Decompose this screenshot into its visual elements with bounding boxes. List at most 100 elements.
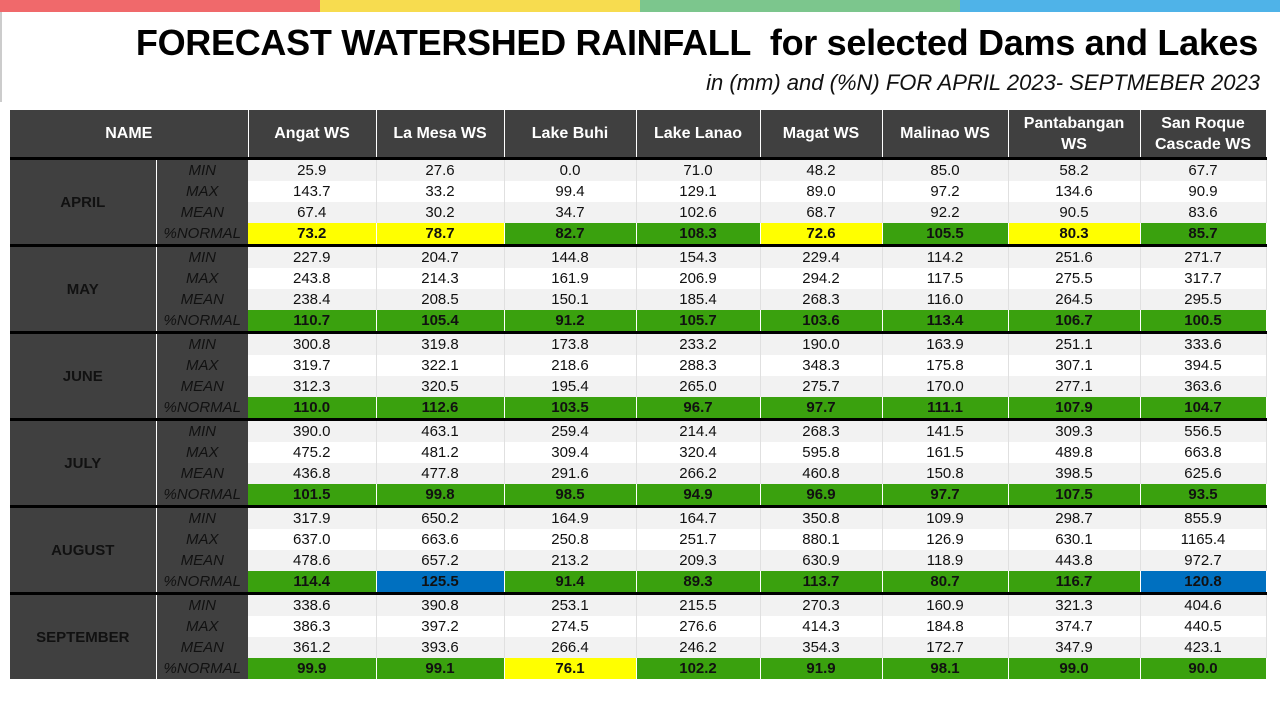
normal-cell: 102.2 [636, 658, 761, 679]
table-row: JULY MIN 390.0 463.1 259.4 214.4 268.3 141.5 309… [10, 419, 1267, 508]
row-label: MIN [156, 158, 249, 181]
value-cell: 90.5 [1008, 202, 1141, 223]
row-label: %NORMAL [156, 397, 249, 421]
value-cell: 319.7 [248, 355, 377, 376]
row-label: MEAN [156, 550, 249, 571]
value-cell: 312.3 [248, 376, 377, 397]
value-cell: 250.8 [504, 529, 637, 550]
value-cell: 92.2 [882, 202, 1009, 223]
row-label: MEAN [156, 463, 249, 484]
normal-cell: 104.7 [1140, 397, 1267, 421]
value-cell: 650.2 [376, 506, 505, 529]
normal-cell: 78.7 [376, 223, 505, 247]
value-cell: 161.9 [504, 268, 637, 289]
normal-cell: 80.7 [882, 571, 1009, 595]
row-label: %NORMAL [156, 658, 249, 679]
value-cell: 460.8 [760, 463, 883, 484]
value-cell: 322.1 [376, 355, 505, 376]
normal-cell: 89.3 [636, 571, 761, 595]
value-cell: 164.7 [636, 506, 761, 529]
value-cell: 436.8 [248, 463, 377, 484]
value-cell: 333.6 [1140, 332, 1267, 355]
value-cell: 348.3 [760, 355, 883, 376]
row-label: MEAN [156, 637, 249, 658]
row-label: %NORMAL [156, 310, 249, 334]
value-cell: 218.6 [504, 355, 637, 376]
value-cell: 227.9 [248, 245, 377, 268]
value-cell: 175.8 [882, 355, 1009, 376]
forecast-table: NAME Angat WS La Mesa WS Lake Buhi Lake … [10, 110, 1267, 679]
value-cell: 275.5 [1008, 268, 1141, 289]
table-row: MEAN 436.8 477.8 291.6 266.2 460.8 150.8 398.5 6… [10, 463, 1267, 484]
normal-cell: 99.0 [1008, 658, 1141, 679]
normal-cell: 73.2 [248, 223, 377, 247]
value-cell: 118.9 [882, 550, 1009, 571]
value-cell: 184.8 [882, 616, 1009, 637]
month-label: AUGUST [10, 506, 157, 595]
normal-cell: 96.7 [636, 397, 761, 421]
normal-cell: 97.7 [882, 484, 1009, 508]
value-cell: 144.8 [504, 245, 637, 268]
value-cell: 25.9 [248, 158, 377, 181]
row-label: MIN [156, 332, 249, 355]
normal-cell: 96.9 [760, 484, 883, 508]
value-cell: 625.6 [1140, 463, 1267, 484]
normal-cell: 103.6 [760, 310, 883, 334]
top-color-bar [0, 0, 1280, 12]
table-row: MAX 637.0 663.6 250.8 251.7 880.1 126.9 630.1 11… [10, 529, 1267, 550]
row-label: MAX [156, 181, 249, 202]
value-cell: 475.2 [248, 442, 377, 463]
table-row: MAX 319.7 322.1 218.6 288.3 348.3 175.8 307.1 39… [10, 355, 1267, 376]
normal-cell: 113.7 [760, 571, 883, 595]
table-body: APRIL MIN 25.9 27.6 0.0 71.0 48.2 85.0 58.2 67.7 M… [10, 158, 1267, 679]
value-cell: 214.3 [376, 268, 505, 289]
value-cell: 855.9 [1140, 506, 1267, 529]
column-header: La Mesa WS [376, 110, 505, 160]
row-label: %NORMAL [156, 223, 249, 247]
value-cell: 238.4 [248, 289, 377, 310]
value-cell: 195.4 [504, 376, 637, 397]
normal-cell: 113.4 [882, 310, 1009, 334]
normal-cell: 91.9 [760, 658, 883, 679]
value-cell: 309.3 [1008, 419, 1141, 442]
value-cell: 126.9 [882, 529, 1009, 550]
normal-cell: 80.3 [1008, 223, 1141, 247]
normal-cell: 76.1 [504, 658, 637, 679]
normal-cell: 99.8 [376, 484, 505, 508]
normal-cell: 110.0 [248, 397, 377, 421]
value-cell: 67.4 [248, 202, 377, 223]
value-cell: 275.7 [760, 376, 883, 397]
value-cell: 663.6 [376, 529, 505, 550]
value-cell: 129.1 [636, 181, 761, 202]
value-cell: 48.2 [760, 158, 883, 181]
value-cell: 161.5 [882, 442, 1009, 463]
value-cell: 190.0 [760, 332, 883, 355]
value-cell: 463.1 [376, 419, 505, 442]
table-header-row: NAME Angat WS La Mesa WS Lake Buhi Lake … [10, 110, 1267, 160]
row-label: MEAN [156, 289, 249, 310]
normal-cell: 105.7 [636, 310, 761, 334]
normal-cell: 101.5 [248, 484, 377, 508]
value-cell: 298.7 [1008, 506, 1141, 529]
top-bar-segment-red [0, 0, 320, 12]
value-cell: 160.9 [882, 593, 1009, 616]
value-cell: 270.3 [760, 593, 883, 616]
row-label: MIN [156, 506, 249, 529]
value-cell: 206.9 [636, 268, 761, 289]
normal-cell: 93.5 [1140, 484, 1267, 508]
column-header: San Roque Cascade WS [1140, 110, 1267, 160]
row-label: MEAN [156, 376, 249, 397]
left-divider [0, 12, 2, 102]
normal-cell: 103.5 [504, 397, 637, 421]
value-cell: 68.7 [760, 202, 883, 223]
month-label: MAY [10, 245, 157, 334]
row-label: %NORMAL [156, 571, 249, 595]
value-cell: 33.2 [376, 181, 505, 202]
value-cell: 288.3 [636, 355, 761, 376]
value-cell: 374.7 [1008, 616, 1141, 637]
page-subtitle: in (mm) and (%N) FOR APRIL 2023- SEPTMEB… [706, 70, 1260, 95]
value-cell: 300.8 [248, 332, 377, 355]
normal-row: %NORMAL 110.7 105.4 91.2 105.7 103.6 113.4 106.… [10, 310, 1267, 334]
value-cell: 170.0 [882, 376, 1009, 397]
value-cell: 309.4 [504, 442, 637, 463]
